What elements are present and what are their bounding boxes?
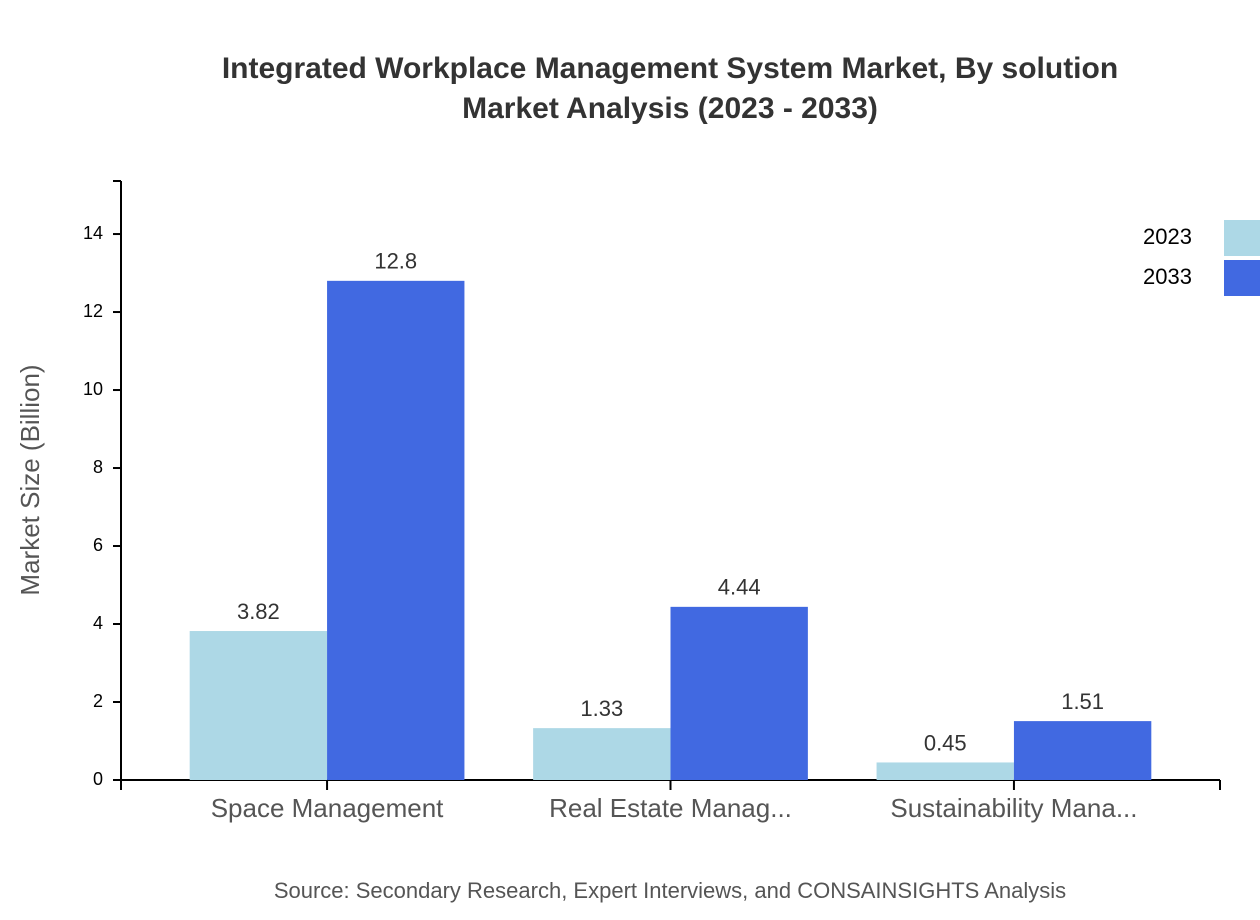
y-tick-label: 4 [93, 613, 103, 633]
bar [876, 762, 1014, 780]
bar [189, 631, 328, 780]
y-axis-label: Market Size (Billion) [15, 364, 45, 595]
legend-label: 2023 [1143, 224, 1192, 249]
x-tick-label: Space Management [211, 793, 444, 823]
y-tick-label: 2 [93, 691, 103, 711]
legend-label: 2033 [1143, 264, 1192, 289]
y-tick-label: 10 [83, 379, 103, 399]
value-label: 1.51 [1061, 689, 1104, 714]
value-label: 1.33 [580, 696, 623, 721]
value-label: 3.82 [237, 599, 280, 624]
y-tick-label: 0 [93, 769, 103, 789]
x-tick-label: Sustainability Mana... [890, 793, 1137, 823]
y-tick-label: 14 [83, 223, 103, 243]
legend-swatch [1224, 220, 1260, 256]
source-note: Source: Secondary Research, Expert Inter… [274, 878, 1066, 903]
bar [1013, 721, 1152, 780]
chart-title: Integrated Workplace Management System M… [222, 52, 1118, 85]
bar [533, 728, 671, 780]
bar [670, 606, 808, 780]
value-label: 12.8 [374, 249, 417, 274]
value-label: 4.44 [718, 575, 761, 600]
y-tick-label: 12 [83, 301, 103, 321]
chart-subtitle: Market Analysis (2023 - 2033) [462, 92, 878, 125]
bar [327, 280, 465, 780]
legend-swatch [1224, 260, 1260, 296]
y-tick-label: 8 [93, 457, 103, 477]
value-label: 0.45 [924, 730, 967, 755]
y-tick-label: 6 [93, 535, 103, 555]
x-tick-label: Real Estate Manag... [549, 793, 792, 823]
